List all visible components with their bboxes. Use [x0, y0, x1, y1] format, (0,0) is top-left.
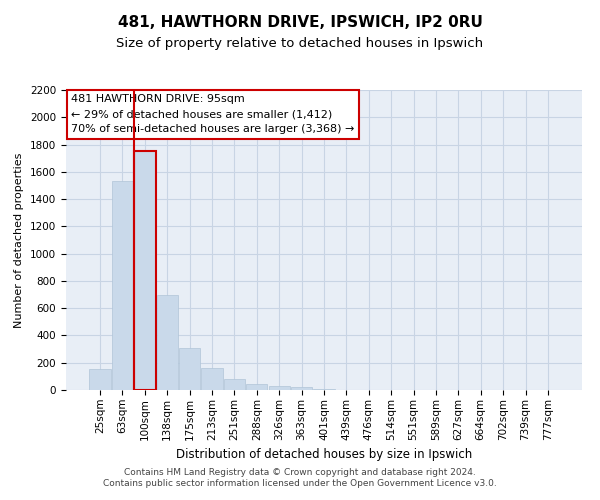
Bar [246, 384, 268, 390]
Text: 481, HAWTHORN DRIVE, IPSWICH, IP2 0RU: 481, HAWTHORN DRIVE, IPSWICH, IP2 0RU [118, 15, 482, 30]
Bar [291, 388, 312, 390]
Bar [157, 295, 178, 390]
Bar [89, 369, 111, 390]
Text: Contains HM Land Registry data © Crown copyright and database right 2024.
Contai: Contains HM Land Registry data © Crown c… [103, 468, 497, 487]
Bar [269, 386, 290, 390]
Bar [179, 348, 200, 390]
Bar [313, 388, 335, 390]
Bar [224, 380, 245, 390]
Bar [134, 152, 155, 390]
Bar [112, 182, 133, 390]
Y-axis label: Number of detached properties: Number of detached properties [14, 152, 25, 328]
Text: Size of property relative to detached houses in Ipswich: Size of property relative to detached ho… [116, 38, 484, 51]
X-axis label: Distribution of detached houses by size in Ipswich: Distribution of detached houses by size … [176, 448, 472, 461]
Text: 481 HAWTHORN DRIVE: 95sqm
← 29% of detached houses are smaller (1,412)
70% of se: 481 HAWTHORN DRIVE: 95sqm ← 29% of detac… [71, 94, 355, 134]
Bar [202, 368, 223, 390]
